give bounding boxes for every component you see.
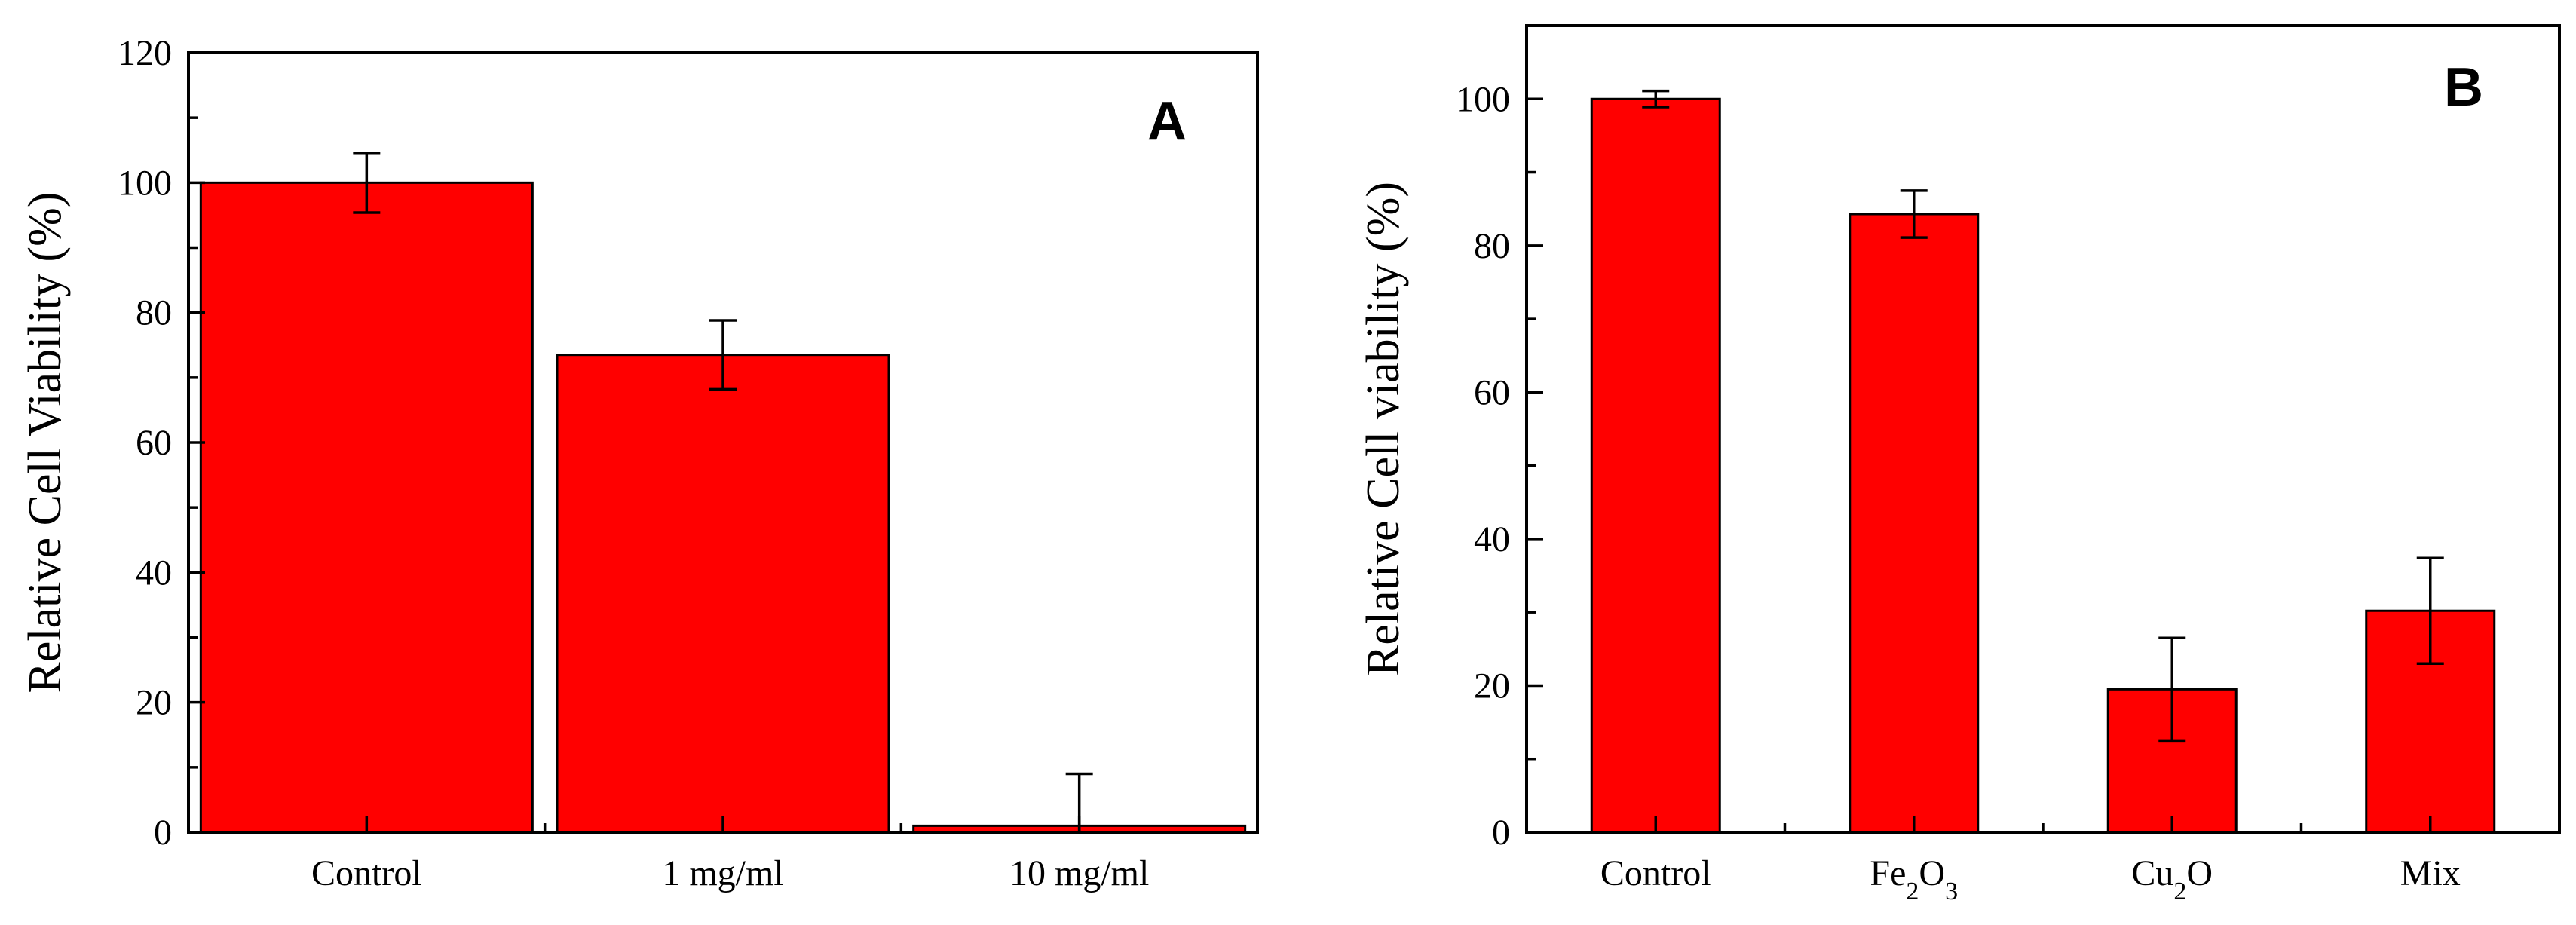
error-bar [709, 319, 737, 391]
y-tick-label: 100 [1456, 79, 1510, 119]
y-tick-label: 20 [1474, 666, 1510, 706]
chart-panel-a: 0 20 40 60 80 100 120 Control 1 mg/ml 10 mg/ml Rel… [20, 33, 1259, 893]
y-tick-label: 80 [136, 293, 172, 333]
error-bar [1642, 89, 1670, 109]
x-tick-label: 10 mg/ml [1009, 853, 1149, 893]
bar [1849, 213, 1980, 834]
y-tick-label: 60 [136, 423, 172, 463]
x-tick-label: Control [1600, 853, 1711, 893]
error-bar [2416, 556, 2444, 666]
chart-panel-b: 0 20 40 60 80 100 Control Fe2O3 Cu2O Mix Relative … [1358, 24, 2561, 905]
x-tick-label: Mix [2400, 853, 2461, 893]
panel-label: B [2444, 57, 2483, 118]
panel-label: A [1147, 91, 1187, 152]
error-bar [2158, 636, 2186, 743]
y-tick-label: 20 [136, 683, 172, 723]
y-axis-title: Relative Cell viability (%) [1358, 182, 1409, 676]
y-tick-label: 60 [1474, 372, 1510, 412]
error-bar [353, 151, 381, 214]
bar [556, 354, 890, 834]
bar [1590, 97, 1721, 834]
x-tick-label: Cu2O [2131, 853, 2213, 905]
bar [199, 181, 534, 834]
y-tick-label: 0 [1492, 813, 1510, 853]
y-axis-title: Relative Cell Viability (%) [20, 192, 71, 694]
y-tick-label: 100 [118, 163, 172, 203]
x-tick-label: Fe2O3 [1870, 853, 1958, 905]
y-tick-label: 80 [1474, 226, 1510, 266]
error-bar [1900, 189, 1928, 239]
y-tick-label: 40 [136, 553, 172, 593]
x-tick-label: Control [311, 853, 422, 893]
y-tick-label: 0 [154, 813, 172, 853]
x-tick-label: 1 mg/ml [662, 853, 783, 893]
y-tick-label: 120 [118, 33, 172, 73]
y-tick-label: 40 [1474, 519, 1510, 559]
